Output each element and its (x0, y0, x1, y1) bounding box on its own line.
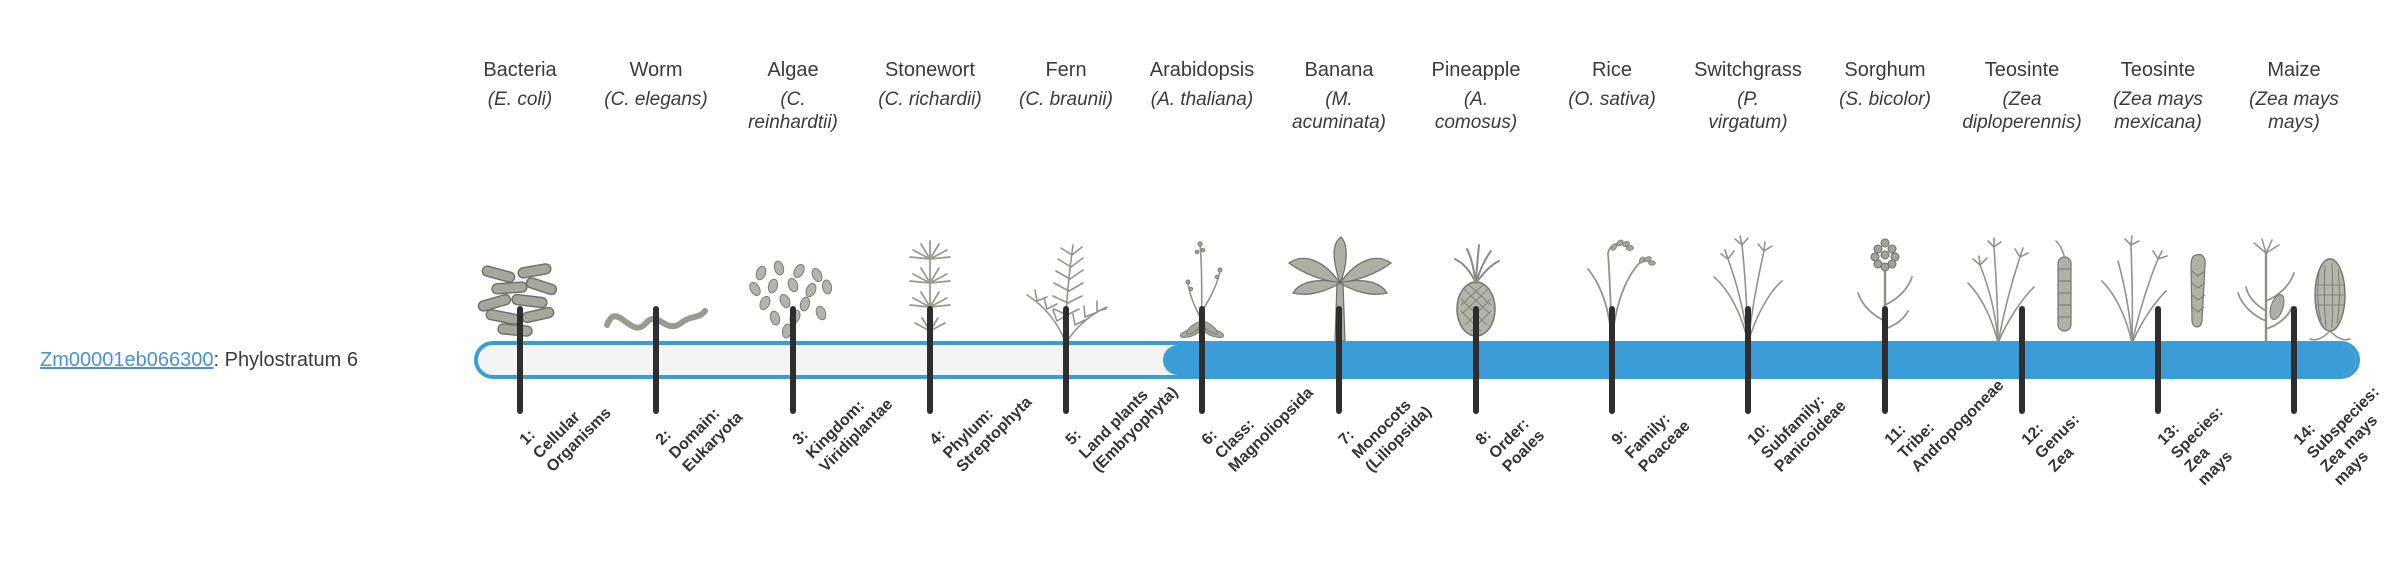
stonewort-icon (909, 240, 951, 344)
tick-mark (1199, 306, 1205, 414)
maize-icon (2237, 238, 2351, 343)
organism-scientific-name: (S. bicolor) (1839, 89, 1931, 110)
organism-column: Fern (C. braunii) (991, 58, 1141, 428)
organism-column: Maize (Zea mays mays) (2219, 58, 2369, 428)
organism-scientific-name: (A. thaliana) (1150, 89, 1254, 110)
organism-name: Bacteria (483, 59, 557, 81)
tick-mark (1609, 306, 1615, 414)
tick-mark (2019, 306, 2025, 414)
organism-scientific-name: (C. braunii) (1019, 89, 1113, 110)
organism-name: Teosinte (2120, 59, 2196, 81)
organism-illustration (1947, 198, 2097, 345)
organism-column: Bacteria (E. coli) (445, 58, 595, 428)
organism-illustration (2219, 198, 2369, 345)
phylostratum-bar (474, 341, 2360, 379)
sorghum-icon (1857, 238, 1913, 345)
fern-icon (1026, 244, 1108, 344)
gene-phylostratum-text: : Phylostratum 6 (213, 349, 358, 371)
organism-illustration (1401, 198, 1551, 345)
tick-mark (1745, 306, 1751, 414)
tick-mark (927, 306, 933, 414)
organism-scientific-name: (C. elegans) (604, 89, 708, 110)
tick-mark (653, 306, 659, 414)
organism-name: Banana (1304, 59, 1374, 81)
organism-scientific-name: (A. comosus) (1434, 89, 1518, 133)
organism-illustration (1810, 198, 1960, 345)
pineapple-icon (1454, 244, 1500, 337)
organism-scientific-name: (E. coli) (487, 89, 553, 110)
teosinte-diploperennis-icon (1967, 237, 2072, 344)
teosinte-mexicana-icon (2101, 235, 2206, 344)
tick-mark (1882, 306, 1888, 414)
tick-mark (1063, 306, 1069, 414)
organism-column: Rice (O. sativa) (1537, 58, 1687, 428)
organism-name: Switchgrass (1694, 59, 1802, 81)
tick-mark (517, 306, 523, 414)
organism-column: Stonewort (C. richardii) (855, 58, 1005, 428)
organism-name: Worm (629, 59, 683, 81)
organism-name: Arabidopsis (1149, 59, 1255, 81)
organism-illustration (855, 198, 1005, 345)
organism-name: Sorghum (1844, 59, 1926, 81)
tick-mark (790, 306, 796, 414)
organism-name: Algae (767, 59, 819, 81)
tick-mark (1473, 306, 1479, 414)
organism-scientific-name: (C. reinhardtii) (748, 89, 838, 133)
organism-scientific-name: (Zea diploperennis) (1962, 89, 2082, 133)
tick-mark (2155, 306, 2161, 414)
organism-column: Worm (C. elegans) (581, 58, 731, 428)
gene-label: Zm00001eb066300: Phylostratum 6 (40, 348, 358, 372)
organism-scientific-name: (M. acuminata) (1292, 89, 1386, 133)
organism-scientific-name: (O. sativa) (1568, 89, 1656, 110)
bacteria-icon (477, 263, 558, 337)
organism-illustration (445, 198, 595, 345)
gene-id-link[interactable]: Zm00001eb066300 (40, 349, 214, 371)
organism-illustration (991, 198, 1141, 345)
tick-mark (2291, 306, 2297, 414)
organism-name: Maize (2267, 59, 2321, 81)
organism-name: Teosinte (1984, 59, 2060, 81)
organism-scientific-name: (Zea mays mays) (2249, 89, 2339, 133)
organism-column: Pineapple (A. comosus) (1401, 58, 1551, 428)
organism-column: Teosinte (Zea mays mexicana) (2083, 58, 2233, 428)
organism-scientific-name: (Zea mays mexicana) (2113, 89, 2203, 133)
organism-scientific-name: (C. richardii) (878, 89, 982, 110)
tick-mark (1336, 306, 1342, 414)
organism-name: Fern (1045, 59, 1087, 81)
organism-column: Algae (C. reinhardtii) (718, 58, 868, 428)
organism-illustration (2083, 198, 2233, 345)
organism-column: Sorghum (S. bicolor) (1810, 58, 1960, 428)
organism-column: Teosinte (Zea diploperennis) (1947, 58, 2097, 428)
organism-scientific-name: (P. virgatum) (1708, 89, 1788, 133)
organism-name: Rice (1591, 59, 1632, 81)
organism-name: Pineapple (1431, 59, 1521, 81)
organism-name: Stonewort (884, 59, 976, 81)
